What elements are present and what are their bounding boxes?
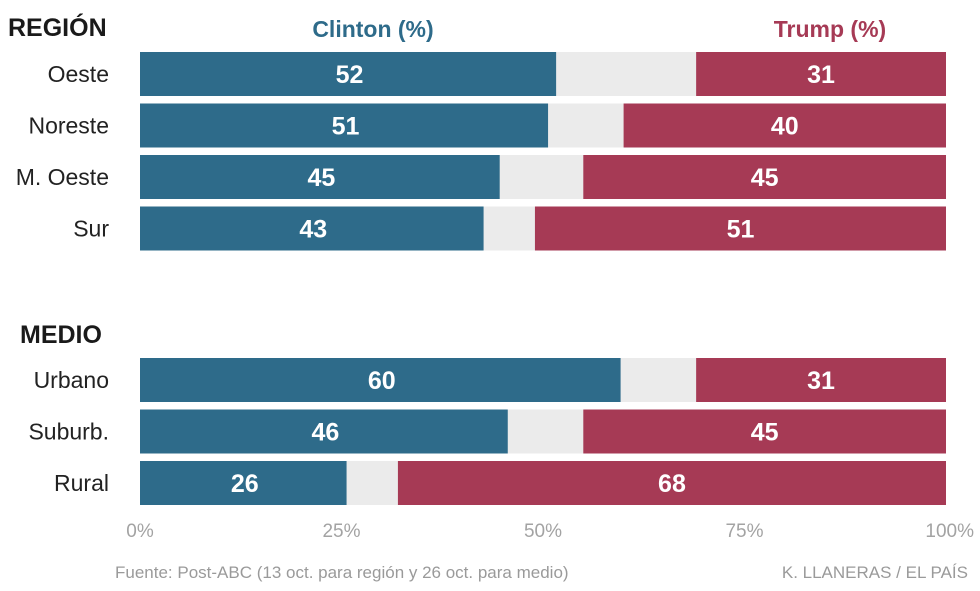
bar-clinton <box>140 155 500 199</box>
x-tick-label: 0% <box>126 521 154 542</box>
section-title: MEDIO <box>20 321 102 349</box>
category-label: Oeste <box>48 61 109 87</box>
group-0: REGIÓN Oeste 52 31 Noreste 51 40 M. Oeste 45 45 Su… <box>8 12 946 251</box>
value-label-clinton: 60 <box>368 367 396 395</box>
category-label: Sur <box>73 216 109 242</box>
bar-trump <box>534 206 946 251</box>
credit-note: K. LLANERAS / EL PAÍS <box>782 563 968 582</box>
category-label: M. Oeste <box>16 164 109 190</box>
bar-clinton <box>140 461 347 505</box>
value-label-clinton: 43 <box>299 216 327 244</box>
value-label-clinton: 45 <box>307 164 335 192</box>
x-tick-label: 100% <box>925 521 974 542</box>
bar-clinton <box>140 409 508 454</box>
bar-trump <box>696 358 946 402</box>
bar-trump <box>397 461 946 505</box>
value-label-trump: 45 <box>751 419 779 447</box>
bar-trump <box>623 103 946 148</box>
section-title: REGIÓN <box>8 12 107 42</box>
value-label-trump: 31 <box>807 367 835 395</box>
legend-trump: Trump (%) <box>774 16 886 42</box>
value-label-trump: 45 <box>751 164 779 192</box>
source-note: Fuente: Post-ABC (13 oct. para región y … <box>115 563 569 582</box>
value-label-trump: 31 <box>807 61 835 89</box>
value-label-clinton: 26 <box>231 470 259 498</box>
value-label-clinton: 46 <box>311 419 339 447</box>
value-label-clinton: 51 <box>332 113 360 141</box>
category-label: Urbano <box>34 367 109 393</box>
category-label: Suburb. <box>28 419 109 445</box>
bar-clinton <box>140 103 549 148</box>
group-1: MEDIO Urbano 60 31 Suburb. 46 45 Rural 26 68 <box>20 321 946 505</box>
bar-clinton <box>140 358 621 402</box>
value-label-trump: 40 <box>771 113 799 141</box>
x-tick-label: 25% <box>322 521 360 542</box>
bar-trump <box>583 155 946 199</box>
value-label-trump: 51 <box>727 216 755 244</box>
bar-trump <box>696 52 946 96</box>
x-tick-label: 50% <box>524 521 562 542</box>
x-tick-label: 75% <box>725 521 763 542</box>
bar-clinton <box>140 52 557 96</box>
category-label: Rural <box>54 470 109 496</box>
legend-clinton: Clinton (%) <box>312 16 433 42</box>
value-label-clinton: 52 <box>336 61 364 89</box>
category-label: Noreste <box>28 113 109 139</box>
bar-trump <box>583 409 946 454</box>
value-label-trump: 68 <box>658 470 686 498</box>
bar-clinton <box>140 206 484 251</box>
